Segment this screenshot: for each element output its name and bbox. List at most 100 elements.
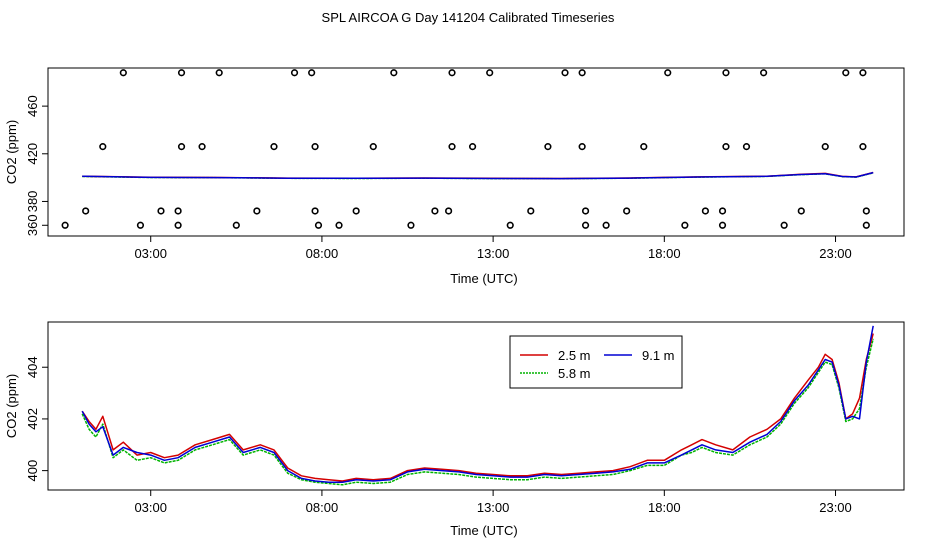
marker-point bbox=[862, 207, 870, 215]
marker-point bbox=[369, 143, 377, 151]
marker-point bbox=[578, 143, 586, 151]
marker-point bbox=[797, 207, 805, 215]
marker-point bbox=[486, 69, 494, 77]
marker-point bbox=[445, 207, 453, 215]
marker-point bbox=[119, 69, 127, 77]
top-y-axis-label: CO2 (ppm) bbox=[4, 120, 19, 184]
top-x-tick-label: 03:00 bbox=[134, 246, 167, 261]
bottom-panel: 400 402 404 03:00 08:00 13:00 18:00 23:00 Time… bbox=[4, 321, 905, 538]
marker-point bbox=[270, 143, 278, 151]
marker-point bbox=[448, 69, 456, 77]
chart-title: SPL AIRCOA G Day 141204 Calibrated Times… bbox=[322, 10, 615, 25]
marker-point bbox=[157, 207, 165, 215]
marker-point bbox=[407, 221, 415, 229]
marker-point bbox=[390, 69, 398, 77]
bottom-x-tick-label: 03:00 bbox=[134, 500, 167, 515]
bottom-x-tick-label: 18:00 bbox=[648, 500, 681, 515]
bottom-y-axis-label: CO2 (ppm) bbox=[4, 374, 19, 438]
marker-point bbox=[253, 207, 261, 215]
bottom-x-tick-label: 13:00 bbox=[477, 500, 510, 515]
marker-point bbox=[581, 207, 590, 215]
marker-point bbox=[177, 69, 186, 77]
marker-point bbox=[352, 207, 360, 215]
top-x-tick-label: 13:00 bbox=[477, 246, 510, 261]
marker-point bbox=[61, 221, 69, 229]
bottom-y-axis: 400 402 404 bbox=[25, 356, 48, 481]
top-marker-group bbox=[61, 69, 870, 229]
marker-point bbox=[232, 221, 240, 229]
bottom-series-line-9-1-m bbox=[81, 325, 874, 483]
bottom-x-axis: 03:00 08:00 13:00 18:00 23:00 bbox=[134, 490, 852, 515]
marker-point bbox=[722, 69, 730, 77]
top-y-tick-label: 380 bbox=[25, 191, 40, 213]
marker-point bbox=[335, 221, 343, 229]
marker-point bbox=[742, 143, 751, 151]
marker-point bbox=[311, 143, 319, 151]
bottom-series-line-5-8-m bbox=[81, 338, 874, 486]
marker-point bbox=[623, 207, 631, 215]
top-series-group bbox=[82, 171, 874, 180]
marker-point bbox=[506, 221, 514, 229]
bottom-y-tick-label: 404 bbox=[25, 356, 40, 378]
marker-point bbox=[859, 69, 867, 77]
marker-point bbox=[859, 143, 867, 151]
legend-label-5-8m: 5.8 m bbox=[558, 366, 591, 381]
marker-point bbox=[578, 69, 586, 77]
bottom-series-group bbox=[81, 325, 874, 486]
top-x-axis: 03:00 08:00 13:00 18:00 23:00 bbox=[134, 236, 852, 261]
marker-point bbox=[664, 69, 672, 77]
legend-label-2-5m: 2.5 m bbox=[558, 348, 591, 363]
legend-box bbox=[509, 335, 683, 389]
marker-point bbox=[602, 221, 610, 229]
top-y-tick-label: 360 bbox=[25, 214, 40, 236]
marker-point bbox=[527, 207, 535, 215]
top-y-tick-label: 460 bbox=[25, 95, 40, 117]
marker-point bbox=[780, 221, 788, 229]
marker-point bbox=[136, 221, 145, 229]
top-x-tick-label: 18:00 bbox=[648, 246, 681, 261]
legend-label-9-1m: 9.1 m bbox=[642, 348, 675, 363]
legend: 2.5 m 9.1 m 5.8 m bbox=[509, 335, 683, 389]
bottom-x-tick-label: 08:00 bbox=[306, 500, 339, 515]
marker-point bbox=[760, 69, 768, 77]
marker-point bbox=[431, 207, 439, 215]
marker-point bbox=[722, 143, 730, 151]
marker-point bbox=[174, 207, 182, 215]
marker-point bbox=[99, 143, 107, 151]
bottom-series-line-2-5-m bbox=[81, 333, 874, 482]
bottom-x-tick-label: 23:00 bbox=[819, 500, 852, 515]
marker-point bbox=[581, 221, 590, 229]
marker-point bbox=[215, 69, 223, 77]
top-plot-frame bbox=[47, 67, 905, 237]
marker-point bbox=[862, 221, 870, 229]
marker-point bbox=[561, 69, 569, 77]
marker-point bbox=[821, 143, 829, 151]
marker-point bbox=[842, 69, 850, 77]
top-x-tick-label: 08:00 bbox=[306, 246, 339, 261]
bottom-x-axis-label: Time (UTC) bbox=[450, 523, 517, 538]
marker-point bbox=[311, 207, 319, 215]
top-y-tick-label: 420 bbox=[25, 143, 40, 165]
marker-point bbox=[174, 221, 182, 229]
bottom-plot-frame bbox=[47, 321, 905, 491]
top-series-line-9-1-m bbox=[82, 171, 874, 180]
top-x-tick-label: 23:00 bbox=[819, 246, 852, 261]
bottom-y-tick-label: 402 bbox=[25, 408, 40, 430]
bottom-y-tick-label: 400 bbox=[25, 460, 40, 482]
marker-point bbox=[82, 207, 90, 215]
marker-point bbox=[701, 207, 710, 215]
top-x-axis-label: Time (UTC) bbox=[450, 271, 517, 286]
marker-point bbox=[314, 221, 323, 229]
marker-point bbox=[640, 143, 648, 151]
marker-point bbox=[308, 69, 316, 77]
marker-point bbox=[718, 221, 727, 229]
marker-point bbox=[448, 143, 456, 151]
marker-point bbox=[681, 221, 689, 229]
marker-point bbox=[177, 143, 186, 151]
marker-point bbox=[718, 207, 727, 215]
marker-point bbox=[544, 143, 552, 151]
marker-point bbox=[468, 143, 477, 151]
